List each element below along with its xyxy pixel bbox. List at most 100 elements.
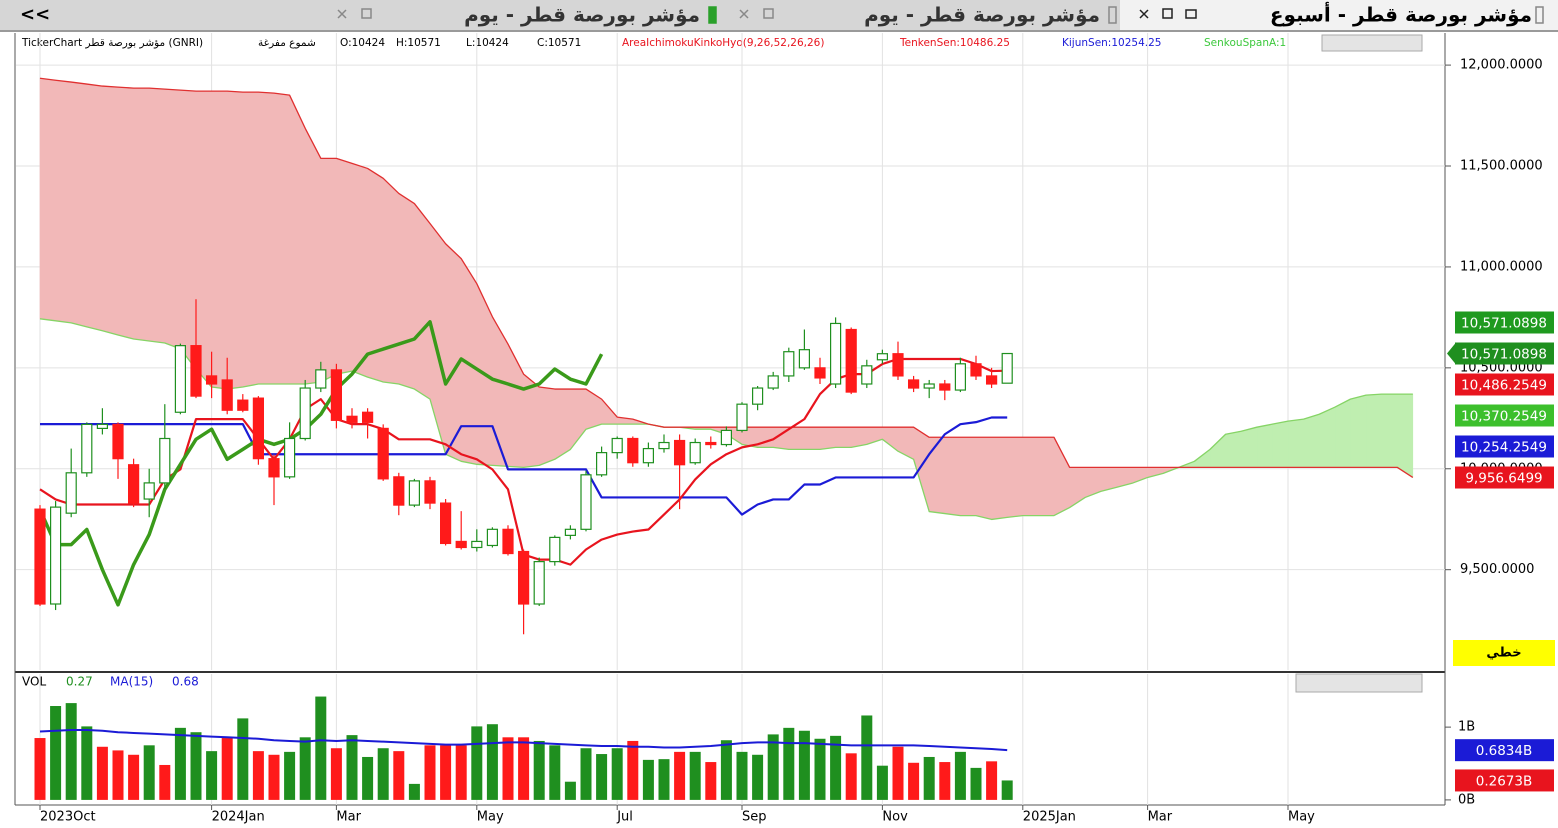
candle-body: [237, 399, 249, 411]
candle-body: [736, 403, 748, 432]
volume-bar: [330, 748, 342, 800]
candle-body: [627, 437, 639, 464]
volume-bar: [814, 738, 826, 800]
candle-body: [34, 508, 46, 605]
cloud: [336, 157, 353, 375]
candle-body: [362, 411, 374, 423]
cloud: [944, 436, 961, 516]
volume-bar: [845, 753, 857, 800]
price-pointer: [1447, 342, 1456, 365]
candle-body: [673, 439, 686, 466]
volume-bar: [939, 762, 951, 800]
price-label: 10,486.2549: [1461, 378, 1547, 394]
candle-body: [112, 423, 124, 460]
back-button[interactable]: <<: [20, 4, 50, 25]
cloud: [320, 158, 337, 383]
volume-bar: [752, 754, 764, 800]
cloud: [273, 92, 290, 385]
candle-body: [440, 502, 452, 545]
candle-body: [580, 474, 592, 530]
candle-body: [798, 349, 811, 369]
volume-bar: [705, 762, 717, 800]
volume-bar: [689, 751, 701, 800]
x-tick-label: 2024Jan: [212, 810, 265, 825]
x-tick-label: Mar: [336, 810, 361, 825]
candle-body: [720, 429, 733, 446]
volume-bar: [502, 737, 514, 800]
cloud: [1272, 420, 1289, 468]
cloud: [1287, 418, 1304, 468]
volume-bar: [892, 746, 904, 800]
x-tick-label: Sep: [742, 810, 767, 825]
kijun-line: [40, 416, 1008, 516]
candle-body: [954, 363, 967, 391]
cloud: [554, 388, 571, 460]
candle-body: [564, 528, 577, 536]
cloud: [117, 86, 134, 340]
volume-label: 0.2673B: [1476, 773, 1533, 789]
y-tick-label: 11,000.0000: [1460, 259, 1543, 274]
volume-bar: [237, 718, 249, 800]
volume-bar: [393, 751, 405, 800]
candle-body: [408, 480, 420, 506]
chikou-line: [38, 320, 604, 607]
candle-body: [533, 561, 545, 605]
x-tick-label: Jul: [616, 810, 633, 825]
cloud: [414, 202, 431, 400]
price-box: [1455, 435, 1554, 458]
active-tab[interactable]: [1120, 0, 1558, 30]
volume-bar: [408, 783, 420, 800]
info-text: C:10571: [537, 37, 581, 49]
volume-bar: [128, 754, 140, 800]
candle-body: [923, 383, 935, 389]
candle-body: [268, 458, 280, 478]
volume-bar: [440, 745, 452, 800]
candle-body: [315, 369, 327, 389]
tab-label[interactable]: مؤشر بورصة قطر - يوم: [464, 3, 700, 27]
style-label[interactable]: خطي: [1486, 646, 1521, 661]
candle-body: [892, 353, 904, 377]
volume-bar: [830, 735, 842, 800]
volume-bar: [954, 751, 966, 800]
info-text: L:10424: [466, 37, 509, 49]
volume-bar: [580, 748, 592, 800]
candle-body: [49, 506, 62, 605]
x-tick-label: Mar: [1148, 810, 1173, 825]
candle-body: [939, 383, 951, 391]
candle-body: [517, 550, 530, 605]
volume-bar: [190, 732, 202, 800]
candle-body: [299, 387, 311, 440]
volume-header: VOL: [22, 675, 46, 689]
price-label: 10,571.0898: [1461, 347, 1547, 363]
style-box[interactable]: [1453, 640, 1555, 666]
candle-body: [174, 345, 186, 413]
info-text: TenkenSen:10486.25: [899, 37, 1010, 49]
candle-body: [393, 476, 405, 506]
candle-body: [159, 437, 171, 484]
volume-ma-line: [39, 729, 1008, 752]
cloud: [398, 192, 415, 390]
cloud: [226, 90, 244, 390]
cloud: [991, 436, 1008, 520]
chart-toolbar[interactable]: [1295, 34, 1423, 693]
volume-bar: [143, 745, 155, 800]
volume-bar: [315, 696, 327, 800]
volume-box: [1455, 739, 1554, 762]
tab-label[interactable]: مؤشر بورصة قطر - أسبوع: [1270, 1, 1532, 27]
x-tick-label: May: [477, 810, 504, 825]
volume-bar: [564, 781, 576, 800]
candle-body: [471, 540, 483, 549]
volume-bar: [1001, 780, 1013, 800]
volume-bar: [81, 726, 93, 800]
volume-label: 0.6834B: [1476, 743, 1533, 759]
candle-body: [502, 528, 514, 555]
cloud: [1350, 394, 1367, 468]
candle-body: [190, 345, 202, 397]
cloud: [1240, 426, 1258, 468]
volume-bar: [986, 761, 998, 800]
volume-bar: [362, 756, 374, 800]
tab-label[interactable]: مؤشر بورصة قطر - يوم: [864, 3, 1100, 27]
candle-body: [861, 365, 873, 385]
volume-bar: [861, 715, 873, 800]
